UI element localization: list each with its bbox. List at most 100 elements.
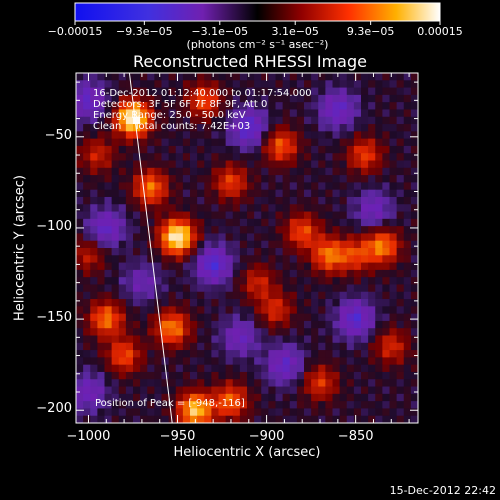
heatmap-cell — [125, 182, 134, 191]
heatmap-cell — [339, 182, 348, 191]
heatmap-cell — [190, 124, 198, 132]
heatmap-cell — [147, 255, 155, 263]
heatmap-cell — [275, 218, 284, 227]
heatmap-cell — [353, 175, 362, 183]
heatmap-cell — [275, 284, 284, 293]
heatmap-cell — [389, 408, 398, 417]
heatmap-cell — [239, 328, 248, 336]
heatmap-cell — [161, 189, 170, 198]
heatmap-cell — [353, 196, 362, 205]
heatmap-cell — [118, 73, 127, 81]
heatmap-cell — [361, 255, 369, 263]
heatmap-cell — [339, 80, 348, 88]
heatmap-cell — [289, 342, 298, 351]
heatmap-cell — [382, 80, 390, 88]
heatmap-cell — [104, 262, 113, 271]
heatmap-cell — [261, 94, 269, 103]
heatmap-cell — [168, 73, 177, 81]
heatmap-cell — [190, 240, 198, 249]
heatmap-cell — [325, 335, 333, 344]
heatmap-cell — [382, 116, 390, 125]
heatmap-cell — [218, 342, 227, 351]
heatmap-cell — [368, 386, 376, 395]
heatmap-cell — [140, 364, 148, 373]
heatmap-cell — [275, 211, 284, 220]
heatmap-cell — [389, 386, 398, 395]
heatmap-cell — [118, 364, 127, 373]
heatmap-cell — [232, 233, 241, 242]
heatmap-cell — [90, 160, 98, 169]
heatmap-cell — [311, 299, 319, 307]
heatmap-cell — [140, 408, 148, 417]
heatmap-cell — [346, 175, 355, 183]
heatmap-cell — [353, 269, 362, 278]
heatmap-cell — [104, 415, 113, 423]
heatmap-cell — [332, 328, 341, 336]
heatmap-cell — [304, 335, 312, 344]
heatmap-cell — [247, 386, 255, 395]
heatmap-cell — [225, 306, 234, 315]
heatmap-cell — [204, 379, 212, 387]
heatmap-cell — [197, 73, 205, 81]
heatmap-cell — [140, 248, 148, 256]
heatmap-cell — [147, 189, 155, 198]
heatmap-cell — [218, 124, 227, 132]
heatmap-cell — [76, 393, 84, 402]
heatmap-cell — [268, 408, 276, 417]
heatmap-cell — [111, 335, 120, 344]
heatmap-cell — [296, 386, 305, 395]
heatmap-cell — [318, 306, 326, 315]
heatmap-cell — [190, 364, 198, 373]
heatmap-cell — [389, 401, 398, 409]
heatmap-cell — [282, 131, 291, 140]
heatmap-cell — [382, 138, 390, 147]
heatmap-cell — [140, 393, 148, 402]
heatmap-cell — [289, 255, 298, 263]
heatmap-cell — [339, 73, 348, 81]
heatmap-cell — [396, 175, 405, 183]
heatmap-cell — [261, 313, 269, 322]
heatmap-cell — [346, 350, 355, 358]
heatmap-cell — [254, 277, 262, 285]
heatmap-cell — [161, 131, 170, 140]
heatmap-cell — [389, 291, 398, 300]
heatmap-cell — [254, 124, 262, 132]
heatmap-cell — [211, 306, 219, 315]
heatmap-cell — [325, 189, 333, 198]
heatmap-cell — [218, 284, 227, 293]
heatmap-cell — [339, 350, 348, 358]
heatmap-cell — [254, 131, 262, 140]
heatmap-cell — [247, 87, 255, 96]
heatmap-cell — [90, 277, 98, 285]
heatmap-cell — [204, 262, 212, 271]
heatmap-cell — [296, 102, 305, 110]
heatmap-cell — [410, 379, 418, 387]
heatmap-cell — [161, 335, 170, 344]
heatmap-cell — [403, 299, 412, 307]
heatmap-cell — [332, 408, 341, 417]
heatmap-cell — [232, 393, 241, 402]
heatmap-cell — [239, 233, 248, 242]
heatmap-cell — [339, 386, 348, 395]
heatmap-cell — [339, 116, 348, 125]
heatmap-cell — [389, 73, 398, 81]
heatmap-cell — [168, 189, 177, 198]
heatmap-cell — [268, 87, 276, 96]
heatmap-cell — [175, 408, 184, 417]
heatmap-cell — [190, 80, 198, 88]
heatmap-cell — [368, 401, 376, 409]
heatmap-cell — [396, 342, 405, 351]
heatmap-cell — [232, 379, 241, 387]
heatmap-cell — [225, 335, 234, 344]
heatmap-cell — [353, 73, 362, 81]
heatmap-cell — [346, 291, 355, 300]
heatmap-cell — [254, 386, 262, 395]
heatmap-cell — [403, 160, 412, 169]
heatmap-cell — [268, 379, 276, 387]
heatmap-cell — [83, 211, 91, 220]
heatmap-cell — [396, 73, 405, 81]
heatmap-cell — [118, 240, 127, 249]
heatmap-cell — [247, 240, 255, 249]
heatmap-cell — [204, 299, 212, 307]
heatmap-cell — [311, 189, 319, 198]
